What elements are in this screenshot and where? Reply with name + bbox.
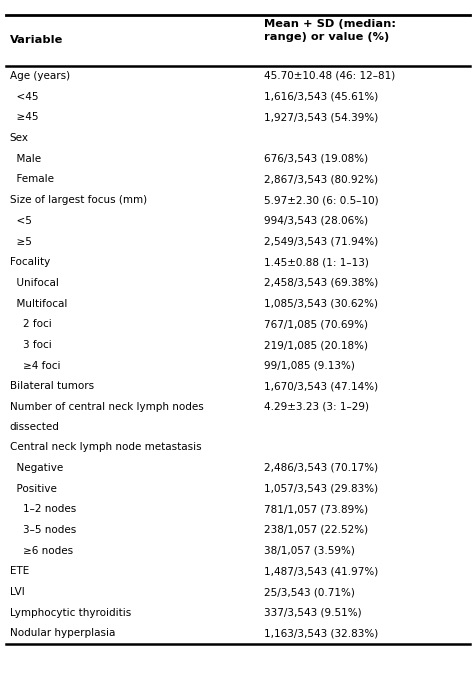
Text: Unifocal: Unifocal [10, 278, 59, 288]
Text: Male: Male [10, 154, 40, 164]
Text: <45: <45 [10, 92, 38, 101]
Text: LVI: LVI [10, 587, 24, 597]
Text: Age (years): Age (years) [10, 71, 69, 81]
Text: 337/3,543 (9.51%): 337/3,543 (9.51%) [264, 608, 362, 618]
Text: Mean + SD (median:
range) or value (%): Mean + SD (median: range) or value (%) [264, 19, 396, 42]
Text: 3–5 nodes: 3–5 nodes [10, 525, 76, 535]
Text: Number of central neck lymph nodes: Number of central neck lymph nodes [10, 402, 203, 411]
Text: 676/3,543 (19.08%): 676/3,543 (19.08%) [264, 154, 368, 164]
Text: 1,616/3,543 (45.61%): 1,616/3,543 (45.61%) [264, 92, 378, 101]
Text: 1.45±0.88 (1: 1–13): 1.45±0.88 (1: 1–13) [264, 257, 369, 267]
Text: 1,927/3,543 (54.39%): 1,927/3,543 (54.39%) [264, 112, 378, 122]
Text: Bilateral tumors: Bilateral tumors [10, 382, 94, 391]
Text: 1,085/3,543 (30.62%): 1,085/3,543 (30.62%) [264, 299, 378, 308]
Text: ≥4 foci: ≥4 foci [10, 361, 60, 371]
Text: 45.70±10.48 (46: 12–81): 45.70±10.48 (46: 12–81) [264, 71, 396, 81]
Text: Nodular hyperplasia: Nodular hyperplasia [10, 629, 115, 638]
Text: Negative: Negative [10, 463, 63, 473]
Text: 5.97±2.30 (6: 0.5–10): 5.97±2.30 (6: 0.5–10) [264, 195, 379, 205]
Text: Focality: Focality [10, 257, 50, 267]
Text: 767/1,085 (70.69%): 767/1,085 (70.69%) [264, 319, 368, 329]
Text: 38/1,057 (3.59%): 38/1,057 (3.59%) [264, 546, 355, 555]
Text: ETE: ETE [10, 566, 29, 576]
Text: 1–2 nodes: 1–2 nodes [10, 504, 76, 514]
Text: 2,486/3,543 (70.17%): 2,486/3,543 (70.17%) [264, 463, 378, 473]
Text: ≥5: ≥5 [10, 237, 31, 246]
Text: ≥45: ≥45 [10, 112, 38, 122]
Text: 2 foci: 2 foci [10, 319, 51, 329]
Text: Variable: Variable [10, 35, 63, 46]
Text: 1,057/3,543 (29.83%): 1,057/3,543 (29.83%) [264, 484, 378, 493]
Text: Positive: Positive [10, 484, 56, 493]
Text: <5: <5 [10, 216, 31, 226]
Text: Size of largest focus (mm): Size of largest focus (mm) [10, 195, 147, 205]
Text: Central neck lymph node metastasis: Central neck lymph node metastasis [10, 442, 201, 452]
Text: 3 foci: 3 foci [10, 340, 51, 350]
Text: 1,163/3,543 (32.83%): 1,163/3,543 (32.83%) [264, 629, 378, 638]
Text: dissected: dissected [10, 422, 60, 432]
Text: ≥6 nodes: ≥6 nodes [10, 546, 73, 555]
Text: Sex: Sex [10, 133, 29, 143]
Text: 99/1,085 (9.13%): 99/1,085 (9.13%) [264, 361, 355, 371]
Text: 238/1,057 (22.52%): 238/1,057 (22.52%) [264, 525, 368, 535]
Text: 2,867/3,543 (80.92%): 2,867/3,543 (80.92%) [264, 175, 378, 184]
Text: 2,549/3,543 (71.94%): 2,549/3,543 (71.94%) [264, 237, 378, 246]
Text: 1,487/3,543 (41.97%): 1,487/3,543 (41.97%) [264, 566, 378, 576]
Text: 219/1,085 (20.18%): 219/1,085 (20.18%) [264, 340, 368, 350]
Text: 1,670/3,543 (47.14%): 1,670/3,543 (47.14%) [264, 382, 378, 391]
Text: Lymphocytic thyroiditis: Lymphocytic thyroiditis [10, 608, 131, 618]
Text: Female: Female [10, 175, 53, 184]
Text: 2,458/3,543 (69.38%): 2,458/3,543 (69.38%) [264, 278, 378, 288]
Text: 781/1,057 (73.89%): 781/1,057 (73.89%) [264, 504, 368, 514]
Text: 994/3,543 (28.06%): 994/3,543 (28.06%) [264, 216, 368, 226]
Text: 4.29±3.23 (3: 1–29): 4.29±3.23 (3: 1–29) [264, 402, 369, 411]
Text: 25/3,543 (0.71%): 25/3,543 (0.71%) [264, 587, 355, 597]
Text: Multifocal: Multifocal [10, 299, 67, 308]
